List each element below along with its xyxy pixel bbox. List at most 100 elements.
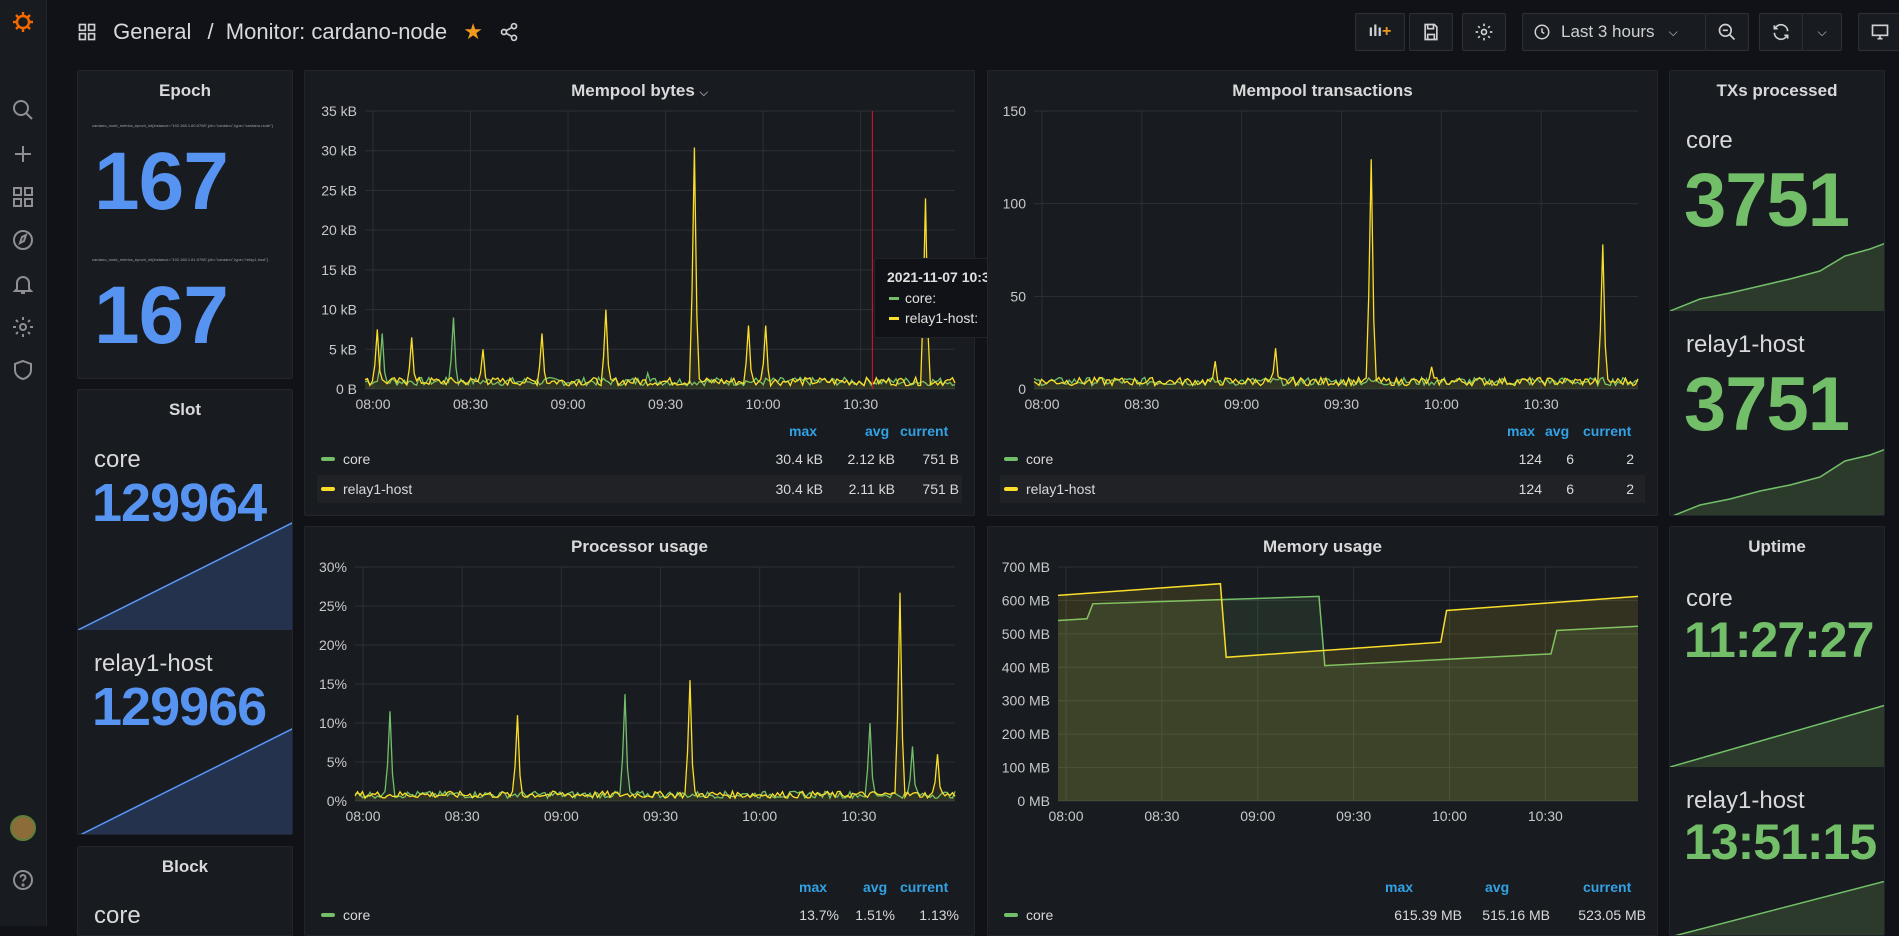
legend-current: 751 B [922,481,959,497]
panel-title[interactable]: Mempool transactions [1232,81,1413,100]
time-range-label: Last 3 hours [1561,22,1655,41]
gear-icon[interactable] [9,313,37,341]
x-tick-label: 08:00 [345,808,380,824]
y-tick-label: 100 [1003,196,1027,212]
txs-value-relay: 3751 [1684,362,1850,447]
legend-avg: 6 [1566,451,1574,467]
monitor-icon [1871,24,1889,40]
legend-name: core [343,907,371,923]
mempool-transactions-chart[interactable]: 0 50 100 150 08:00 08:30 09:00 09:30 10:00 10:30 [988,71,1658,412]
legend-header-max[interactable]: max [1507,423,1536,439]
legend-header-max[interactable]: max [1385,879,1414,895]
y-tick-label: 100 MB [1002,760,1050,776]
legend-header-current[interactable]: current [1583,423,1632,439]
y-tick-label: 300 MB [1002,693,1050,709]
legend-max: 30.4 kB [775,451,823,467]
y-tick-label: 30 kB [321,143,357,159]
y-tick-label: 700 MB [1002,559,1050,575]
save-button[interactable] [1409,13,1453,51]
panel-title[interactable]: TXs processed [1716,81,1838,100]
legend-header-avg[interactable]: avg [1545,423,1570,439]
legend-row[interactable]: core 124 6 2 [1000,445,1645,473]
panel-title[interactable]: Slot [168,400,202,419]
series-line-relay1-host [364,147,956,388]
save-icon [1424,23,1438,41]
settings-button[interactable] [1462,13,1506,51]
dashboards-icon[interactable] [9,183,37,211]
legend-row[interactable]: relay1-host 124 6 2 [1000,475,1645,503]
legend-header-avg[interactable]: avg [1485,879,1510,895]
breadcrumb: General / Monitor: cardano-node ★ [77,18,519,45]
y-tick-label: 400 MB [1002,659,1050,675]
x-tick-label: 09:30 [1324,396,1359,412]
tv-mode-button[interactable] [1858,13,1899,51]
x-tick-label: 08:00 [1024,396,1059,412]
processor-usage-chart[interactable]: 0% 5% 10% 15% 20% 25% 30% 08:00 08:30 09:00 09:30 1… [305,527,975,857]
epoch-value-1: 167 [94,136,229,227]
txs-processed-panel: TXs processed core 3751 relay1-host 3751 [1669,70,1885,516]
share-icon[interactable] [499,22,519,42]
x-tick-label: 08:30 [445,808,480,824]
star-icon[interactable]: ★ [463,19,483,45]
search-icon[interactable] [9,96,37,124]
add-panel-button[interactable]: ılı+ [1355,13,1405,51]
legend-header-current[interactable]: current [900,423,949,439]
time-range-picker[interactable]: Last 3 hours ⌵ [1522,13,1706,51]
slot-value-core: 129964 [92,473,267,533]
legend-current: 2 [1626,451,1634,467]
panel-title[interactable]: Epoch [159,81,211,100]
help-icon[interactable] [9,866,37,894]
tooltip-name: core: [905,290,937,306]
y-tick-label: 10 kB [321,302,357,318]
bell-icon[interactable] [9,270,37,298]
legend-name: relay1-host [1026,481,1096,497]
x-tick-label: 10:00 [1424,396,1459,412]
txs-sparkline-relay [1672,448,1884,515]
x-tick-label: 09:00 [1240,808,1275,824]
txs-label-core: core [1686,127,1733,154]
chevron-down-icon: ⌵ [699,87,708,99]
panel-title[interactable]: Block [161,857,209,876]
legend-header-current[interactable]: current [900,879,949,895]
legend-row[interactable]: core 30.4 kB 2.12 kB 751 B [317,445,962,473]
panel-title[interactable]: Processor usage [570,537,708,556]
legend-row[interactable]: relay1-host 30.4 kB 2.11 kB 751 B [317,475,962,503]
uptime-sparkline-relay [1674,881,1884,935]
legend-row[interactable]: core 615.39 MB 515.16 MB 523.05 MB [1000,901,1646,929]
zoom-out-button[interactable] [1705,13,1749,51]
dashboard-title[interactable]: Monitor: cardano-node [225,19,448,45]
refresh-button[interactable] [1759,13,1803,51]
legend-current: 523.05 MB [1578,907,1646,923]
legend-header-current[interactable]: current [1583,879,1632,895]
legend-header-max[interactable]: max [799,879,828,895]
legend-header-avg[interactable]: avg [865,423,890,439]
x-tick-label: 10:30 [1528,808,1563,824]
panel-title[interactable]: Mempool bytes ⌵ [305,81,974,101]
y-tick-label: 25% [319,598,347,614]
avatar[interactable] [9,814,37,842]
shield-icon[interactable] [9,356,37,384]
series-area-core [355,694,955,801]
legend-header-max[interactable]: max [789,423,818,439]
mempool-bytes-panel: Mempool bytes ⌵ 0 B 5 kB 10 kB 15 kB 20 kB 25… [304,70,975,516]
clock-icon [1534,24,1550,40]
uptime-sparkline-core [1670,704,1884,767]
legend-header-avg[interactable]: avg [863,879,888,895]
grafana-logo-icon[interactable] [9,8,37,36]
refresh-interval-dropdown[interactable]: ⌵ [1802,13,1842,51]
explore-icon[interactable] [9,226,37,254]
legend-current: 751 B [922,451,959,467]
uptime-panel: Uptime core 11:27:27 relay1-host 13:51:1… [1669,526,1885,936]
y-tick-label: 50 [1010,288,1026,304]
x-tick-label: 10:30 [841,808,876,824]
breadcrumb-folder[interactable]: General [113,19,192,45]
mempool-bytes-chart[interactable]: 0 B 5 kB 10 kB 15 kB 20 kB 25 kB 30 kB 35 kB 08:… [305,71,975,412]
plus-icon[interactable] [9,140,37,168]
legend-swatch [1004,457,1018,461]
epoch-series-label-2: cardano_node_metrics_epoch_int{instance=… [92,257,269,262]
panel-title[interactable]: Uptime [1748,537,1806,556]
memory-usage-chart[interactable]: 0 MB 100 MB 200 MB 300 MB 400 MB 500 MB 600 MB… [988,527,1658,857]
legend-row[interactable]: core 13.7% 1.51% 1.13% [317,901,962,929]
legend-avg: 515.16 MB [1482,907,1550,923]
panel-title[interactable]: Memory usage [1262,537,1383,556]
